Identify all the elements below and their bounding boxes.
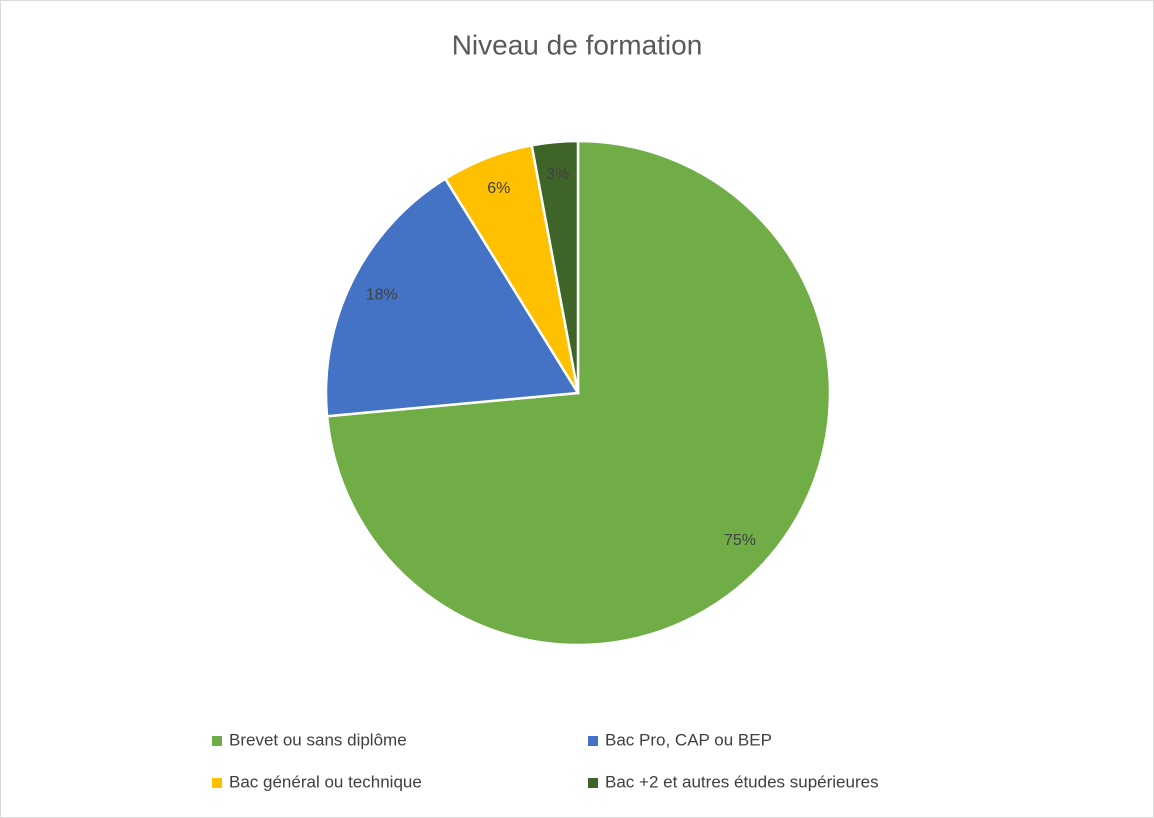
- data-label: 6%: [487, 180, 510, 197]
- legend-swatch: [212, 778, 222, 788]
- legend-label: Brevet ou sans diplôme: [229, 730, 407, 749]
- legend-label: Bac général ou technique: [229, 772, 422, 791]
- chart-title: Niveau de formation: [452, 29, 703, 60]
- legend-label: Bac Pro, CAP ou BEP: [605, 730, 772, 749]
- legend-label: Bac +2 et autres études supérieures: [605, 772, 879, 791]
- legend-swatch: [212, 736, 222, 746]
- data-label: 75%: [724, 532, 756, 549]
- legend-swatch: [588, 736, 598, 746]
- pie-slice: [530, 139, 580, 394]
- data-label: 3%: [546, 166, 569, 183]
- legend-swatch: [588, 778, 598, 788]
- pie-slice: [324, 177, 581, 418]
- data-label: 18%: [366, 286, 398, 303]
